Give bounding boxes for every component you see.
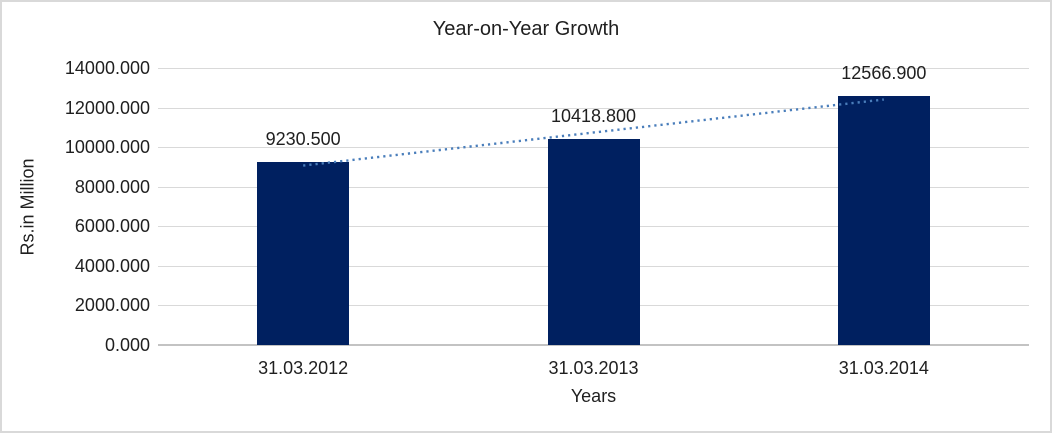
chart-title: Year-on-Year Growth xyxy=(432,18,620,40)
bar xyxy=(547,138,640,345)
x-tick-label: 31.03.2012 xyxy=(258,358,349,378)
y-tick-label: 14000.000 xyxy=(64,58,150,78)
x-tick-label: 31.03.2014 xyxy=(838,358,929,378)
x-axis-line xyxy=(158,344,1029,346)
bar xyxy=(257,162,350,345)
y-tick-label: 4000.000 xyxy=(74,255,150,276)
gridline xyxy=(158,107,1029,109)
bar-data-label: 10418.800 xyxy=(550,105,637,126)
trendline xyxy=(303,98,884,167)
y-tick-label: 12000.000 xyxy=(64,97,150,118)
x-axis-title: Years xyxy=(570,386,617,406)
y-tick-label: 8000.000 xyxy=(74,176,150,197)
y-tick-label: 0.000 xyxy=(104,335,150,355)
bar xyxy=(837,96,930,345)
y-tick-label: 2000.000 xyxy=(74,295,150,316)
gridline xyxy=(158,68,1029,69)
y-axis-title-text: Rs.in Million xyxy=(17,158,38,256)
bar-data-label: 12566.900 xyxy=(841,63,927,84)
y-tick-label: 10000.000 xyxy=(64,137,150,158)
x-tick-label: 31.03.2013 xyxy=(548,358,639,378)
y-tick-label: 6000.000 xyxy=(74,216,150,237)
trendline-line xyxy=(303,98,884,167)
bar-data-label: 9230.500 xyxy=(265,129,341,150)
